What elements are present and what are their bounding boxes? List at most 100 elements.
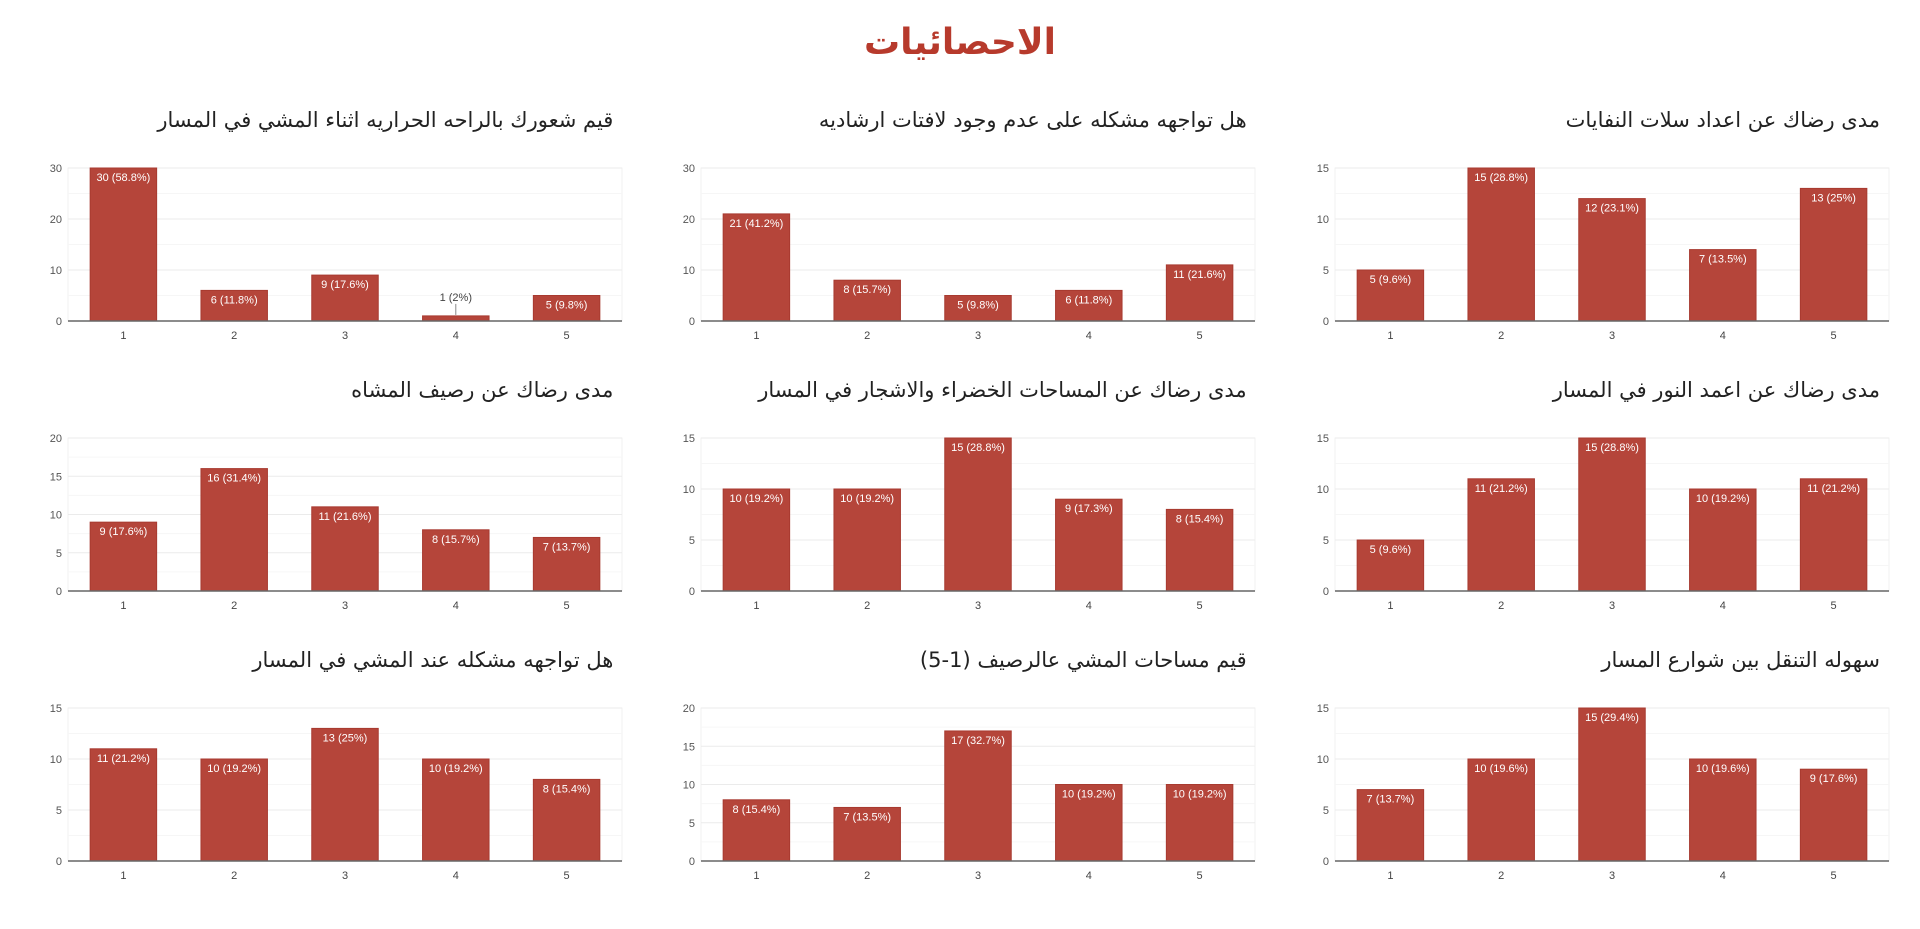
x-tick-label: 5 (1830, 600, 1836, 612)
chart-card: مدى رضاك عن رصيف المشاه 0 5 10 15 20 9 (17.6%)… (30, 370, 623, 620)
y-tick-label: 5 (1323, 805, 1329, 817)
y-tick-label: 10 (1316, 214, 1328, 226)
bar-data-label: 8 (15.4%) (1176, 513, 1224, 525)
y-tick-label: 30 (50, 163, 62, 175)
x-tick-label: 3 (1609, 330, 1615, 342)
bar[interactable] (532, 778, 601, 862)
bar[interactable] (200, 289, 268, 322)
x-tick-label: 3 (342, 870, 348, 882)
bar[interactable] (1055, 784, 1123, 862)
x-tick-label: 4 (1086, 330, 1092, 342)
y-tick-label: 0 (56, 316, 62, 328)
bar[interactable] (89, 748, 158, 862)
bar[interactable] (1799, 768, 1868, 862)
y-tick-label: 10 (1316, 754, 1328, 766)
x-tick-label: 4 (1719, 600, 1725, 612)
y-tick-label: 10 (1316, 484, 1328, 496)
bar[interactable] (1577, 707, 1646, 862)
bar[interactable] (1467, 167, 1535, 322)
bar[interactable] (311, 727, 379, 862)
bar[interactable] (1166, 508, 1234, 592)
bar-data-label: 5 (9.6%) (1369, 274, 1411, 286)
x-tick-label: 2 (231, 870, 237, 882)
chart-title: مدى رضاك عن اعداد سلات النفايات (1565, 108, 1880, 132)
x-tick-label: 2 (864, 330, 870, 342)
x-tick-label: 1 (120, 870, 126, 882)
chart-card: مدى رضاك عن اعمد النور في المسار 0 5 10 15 5 … (1297, 370, 1890, 620)
y-tick-label: 15 (1316, 163, 1328, 175)
x-tick-label: 2 (864, 600, 870, 612)
y-tick-label: 15 (1316, 433, 1328, 445)
bar-data-label: 30 (58.8%) (97, 172, 151, 184)
chart-title: مدى رضاك عن المساحات الخضراء والاشجار في… (758, 378, 1247, 402)
x-tick-label: 1 (1387, 600, 1393, 612)
bar[interactable] (1688, 758, 1757, 862)
bar[interactable] (723, 799, 791, 862)
y-tick-label: 20 (683, 214, 695, 226)
y-tick-label: 20 (50, 433, 62, 445)
bar[interactable] (422, 529, 490, 592)
bar-chart: 0 5 10 15 11 (21.2%) 1 10 (19.2%) 2 13 (25%) 3 10 … (50, 703, 623, 882)
bar[interactable] (1799, 478, 1868, 592)
y-tick-label: 0 (1323, 856, 1329, 868)
x-tick-label: 1 (120, 330, 126, 342)
bar[interactable] (723, 213, 791, 322)
bar[interactable] (89, 167, 158, 322)
bar-chart: 0 5 10 15 5 (9.6%) 1 11 (21.2%) 2 15 (28.8%) 3 10 … (1316, 433, 1890, 612)
bar-data-label: 7 (13.7%) (543, 541, 591, 553)
bar[interactable] (1577, 437, 1646, 592)
bar[interactable] (944, 730, 1013, 862)
bar[interactable] (833, 806, 902, 862)
x-tick-label: 1 (1387, 870, 1393, 882)
bar[interactable] (1688, 249, 1757, 322)
bar[interactable] (532, 536, 601, 592)
x-tick-label: 4 (453, 600, 459, 612)
bar[interactable] (422, 315, 490, 322)
x-tick-label: 3 (1609, 870, 1615, 882)
bar-data-label: 10 (19.2%) (841, 493, 895, 505)
y-tick-label: 5 (56, 548, 62, 560)
chart-card: مدى رضاك عن المساحات الخضراء والاشجار في… (663, 370, 1256, 620)
x-tick-label: 3 (342, 600, 348, 612)
bar[interactable] (1055, 289, 1123, 322)
y-tick-label: 5 (1323, 535, 1329, 547)
page-title: الاحصائيات (864, 22, 1056, 63)
bar[interactable] (1356, 789, 1424, 862)
bar[interactable] (1055, 498, 1123, 592)
y-tick-label: 10 (683, 484, 695, 496)
chart-title: قيم مساحات المشي عالرصيف (1-5) (919, 648, 1247, 672)
bar-data-label: 12 (23.1%) (1585, 203, 1639, 215)
bar[interactable] (311, 274, 379, 322)
bar[interactable] (200, 758, 268, 862)
y-tick-label: 5 (1323, 265, 1329, 277)
bar-chart: 0 5 10 15 10 (19.2%) 1 10 (19.2%) 2 15 (28.8%) 3 9… (683, 433, 1256, 612)
bar[interactable] (89, 521, 158, 592)
bar-data-label: 11 (21.6%) (1173, 269, 1226, 281)
bar[interactable] (1467, 478, 1535, 592)
bar[interactable] (200, 468, 268, 592)
bar-data-label: 16 (31.4%) (207, 473, 261, 485)
x-tick-label: 2 (864, 870, 870, 882)
bar[interactable] (1577, 198, 1646, 322)
bar[interactable] (1166, 264, 1234, 322)
chart-title: مدى رضاك عن اعمد النور في المسار (1552, 378, 1880, 402)
y-tick-label: 0 (56, 586, 62, 598)
bar-chart: 0 10 20 30 21 (41.2%) 1 8 (15.7%) 2 5 (9.8%) 3 6 (… (683, 163, 1256, 342)
y-tick-label: 10 (50, 754, 62, 766)
bar[interactable] (1356, 539, 1424, 592)
x-tick-label: 1 (754, 870, 760, 882)
bar[interactable] (1166, 784, 1234, 862)
x-tick-label: 5 (1197, 600, 1203, 612)
y-tick-label: 0 (1323, 586, 1329, 598)
bar[interactable] (532, 295, 601, 322)
bar-chart: 0 5 10 15 20 8 (15.4%) 1 7 (13.5%) 2 17 (32.7%) 3 1… (683, 703, 1256, 882)
x-tick-label: 5 (564, 330, 570, 342)
bar[interactable] (944, 437, 1013, 592)
bar-data-label: 15 (28.8%) (1474, 172, 1528, 184)
bar[interactable] (723, 488, 791, 592)
bar-data-label: 10 (19.6%) (1696, 763, 1750, 775)
bar[interactable] (1688, 488, 1757, 592)
bar-data-label: 10 (19.2%) (1173, 789, 1227, 801)
bar[interactable] (1799, 187, 1868, 322)
x-tick-label: 5 (564, 870, 570, 882)
